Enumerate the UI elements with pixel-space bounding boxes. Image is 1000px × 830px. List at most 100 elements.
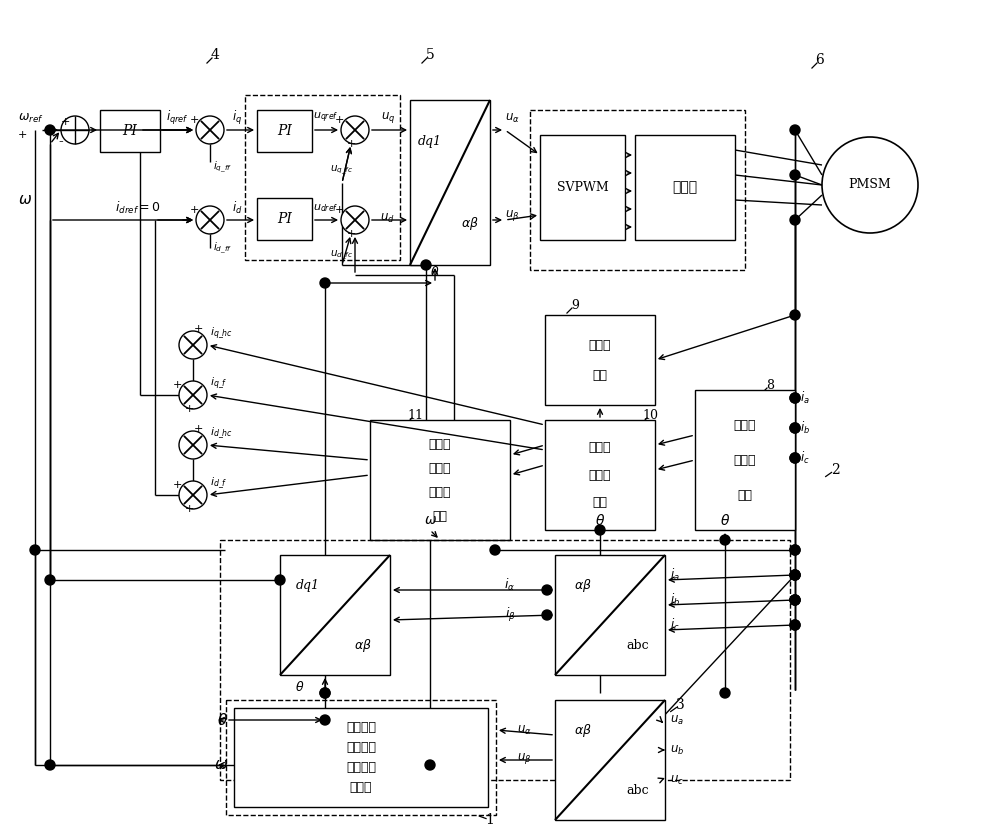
Circle shape (790, 170, 800, 180)
Text: dq1: dq1 (418, 134, 442, 148)
Text: 谐波电: 谐波电 (589, 441, 611, 454)
Text: +: + (334, 205, 344, 215)
Text: 4: 4 (211, 48, 219, 62)
Text: $u_\beta$: $u_\beta$ (517, 750, 531, 765)
Circle shape (790, 570, 800, 580)
Bar (555, 555, 665, 675)
Text: dq1: dq1 (296, 579, 320, 592)
Bar (695, 390, 795, 530)
Text: $i_d$: $i_d$ (232, 200, 242, 216)
Text: 比例调: 比例调 (589, 339, 611, 351)
Circle shape (790, 595, 800, 605)
Circle shape (542, 585, 552, 595)
Bar (635, 135, 735, 240)
Text: 量计算: 量计算 (429, 486, 451, 499)
Text: +: + (189, 115, 199, 125)
Text: $\theta$: $\theta$ (720, 512, 730, 528)
Bar (100, 110, 160, 152)
Bar (540, 135, 625, 240)
Text: 流提取: 流提取 (734, 453, 756, 466)
Text: $u_{dref}$: $u_{dref}$ (313, 202, 339, 214)
Bar (245, 95, 400, 260)
Text: $i_b$: $i_b$ (800, 420, 810, 436)
Text: $u_\alpha$: $u_\alpha$ (505, 111, 520, 124)
Text: $\omega$: $\omega$ (214, 758, 228, 772)
Text: $u_q$: $u_q$ (381, 110, 395, 125)
Text: $i_{dref}=0$: $i_{dref}=0$ (115, 200, 161, 216)
Text: +: + (172, 480, 182, 490)
Bar (545, 315, 655, 405)
Text: $i_{qref}$: $i_{qref}$ (166, 109, 188, 127)
Text: $u_{qref}$: $u_{qref}$ (313, 110, 339, 125)
Bar (555, 700, 665, 820)
Text: -: - (210, 137, 214, 151)
Text: +: + (189, 205, 199, 215)
Circle shape (790, 423, 800, 433)
Text: $\theta$: $\theta$ (595, 512, 605, 528)
Text: $\theta$: $\theta$ (430, 265, 440, 279)
Text: 2: 2 (831, 463, 839, 477)
Circle shape (542, 610, 552, 620)
Text: 基于反电: 基于反电 (346, 721, 376, 735)
Circle shape (341, 206, 369, 234)
Text: PMSM: PMSM (849, 178, 891, 192)
Bar (370, 420, 510, 540)
Text: 1: 1 (486, 813, 494, 827)
Circle shape (720, 535, 730, 545)
Text: 5: 5 (426, 48, 434, 62)
Circle shape (275, 575, 285, 585)
Circle shape (341, 116, 369, 144)
Bar (234, 708, 488, 807)
Text: $\alpha\beta$: $\alpha\beta$ (574, 721, 591, 739)
Circle shape (45, 760, 55, 770)
Circle shape (790, 125, 800, 135)
Circle shape (490, 545, 500, 555)
Text: +: + (184, 404, 194, 414)
Circle shape (790, 310, 800, 320)
Circle shape (196, 206, 224, 234)
Text: 流调节: 流调节 (589, 468, 611, 481)
Text: PI: PI (277, 212, 292, 226)
Circle shape (790, 453, 800, 463)
Bar (530, 110, 745, 270)
Text: $u_d$: $u_d$ (380, 212, 395, 225)
Text: 模块: 模块 (432, 510, 448, 523)
Text: 节器: 节器 (592, 369, 608, 382)
Circle shape (790, 595, 800, 605)
Text: $i_q$: $i_q$ (232, 109, 242, 127)
Bar (257, 198, 312, 240)
Text: 模块: 模块 (738, 489, 753, 501)
Circle shape (790, 570, 800, 580)
Text: 模块: 模块 (592, 496, 608, 509)
Text: 谐波电: 谐波电 (429, 437, 451, 451)
Bar (410, 100, 490, 265)
Text: $i_\alpha$: $i_\alpha$ (504, 577, 516, 593)
Text: +: + (346, 139, 356, 149)
Text: $i_c$: $i_c$ (670, 617, 680, 633)
Circle shape (790, 545, 800, 555)
Text: $i_{q\_f}$: $i_{q\_f}$ (210, 375, 228, 391)
Text: $u_c$: $u_c$ (670, 774, 684, 787)
Text: PI: PI (277, 124, 292, 138)
Text: +: + (346, 229, 356, 239)
Text: 3: 3 (676, 698, 684, 712)
Text: +: + (60, 117, 70, 127)
Circle shape (179, 431, 207, 459)
Circle shape (45, 575, 55, 585)
Text: $\theta$: $\theta$ (295, 680, 305, 694)
Text: 势积分的: 势积分的 (346, 741, 376, 754)
Text: abc: abc (626, 784, 649, 797)
Circle shape (790, 215, 800, 225)
Circle shape (30, 545, 40, 555)
Circle shape (790, 393, 800, 403)
Circle shape (790, 423, 800, 433)
Text: 10: 10 (642, 408, 658, 422)
Text: +: + (334, 115, 344, 125)
Text: $i_\beta$: $i_\beta$ (505, 606, 515, 624)
Circle shape (790, 453, 800, 463)
Text: 8: 8 (766, 378, 774, 392)
Bar (226, 700, 496, 815)
Text: $u_{d\_fc}$: $u_{d\_fc}$ (330, 248, 354, 261)
Text: $i_{d\_f}$: $i_{d\_f}$ (210, 476, 228, 491)
Circle shape (320, 688, 330, 698)
